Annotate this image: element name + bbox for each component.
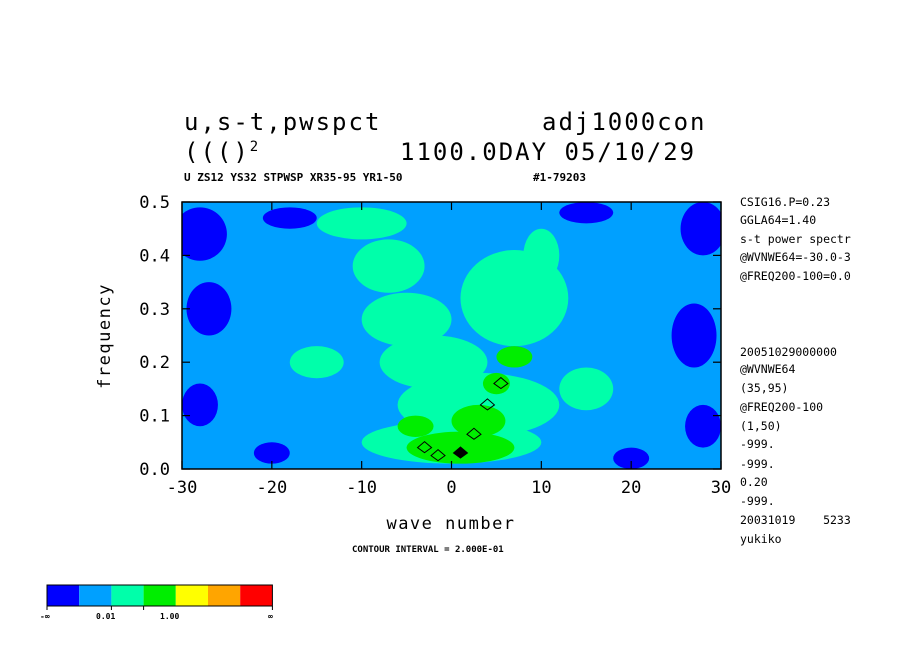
legend-swatch bbox=[208, 585, 241, 606]
chart-subtitle: ((()2 bbox=[184, 140, 260, 164]
color-legend bbox=[46, 584, 273, 610]
contour-line bbox=[466, 427, 482, 440]
side-info-line: @WVNWE64 bbox=[740, 362, 796, 376]
y-tick-label: 0.0 bbox=[139, 460, 170, 480]
x-tick-label: -20 bbox=[256, 478, 287, 498]
low-power-region bbox=[262, 207, 317, 229]
high-power-region bbox=[451, 404, 506, 437]
contour-lines bbox=[416, 376, 509, 462]
legend-swatch bbox=[79, 585, 112, 606]
legend-swatch bbox=[240, 585, 273, 606]
low-power-region bbox=[559, 202, 614, 224]
mid-power-region bbox=[361, 292, 452, 347]
contour-line bbox=[416, 440, 433, 454]
model-date: 1100.0DAY 05/10/29 bbox=[400, 138, 697, 166]
side-info-line: (1,50) bbox=[740, 419, 782, 433]
y-tick-label: 0.3 bbox=[139, 300, 170, 320]
subtitle-exponent: 2 bbox=[249, 139, 261, 155]
side-info-line: -999. bbox=[740, 457, 775, 471]
side-info-line: @WVNWE64=-30.0-3 bbox=[740, 250, 851, 264]
side-info-line: @FREQ200-100 bbox=[740, 400, 824, 414]
side-info-line: 20031019 5233 bbox=[740, 513, 851, 527]
legend-label: -∞ bbox=[40, 612, 50, 621]
x-tick-label: 30 bbox=[711, 478, 731, 498]
low-power-region bbox=[685, 404, 721, 448]
mid-power-region bbox=[316, 207, 407, 240]
low-power-region bbox=[671, 303, 717, 368]
low-power-region bbox=[182, 383, 218, 427]
y-axis: 0.0 0.1 0.2 0.3 0.4 0.5 bbox=[139, 193, 721, 480]
legend-swatch bbox=[47, 585, 80, 606]
low-power-region bbox=[613, 447, 650, 469]
side-info-line: -999. bbox=[740, 437, 775, 451]
mid-power-region bbox=[352, 239, 425, 293]
y-tick-label: 0.2 bbox=[139, 353, 170, 373]
low-power-region bbox=[182, 207, 227, 261]
x-tick-label: -30 bbox=[167, 478, 198, 498]
x-axis-label: wave number bbox=[386, 514, 515, 534]
x-axis: -30 -20 -10 0 10 20 30 bbox=[167, 202, 731, 498]
heatmap-regions bbox=[182, 202, 721, 469]
y-axis-label: frequency bbox=[95, 283, 115, 389]
y-tick-label: 0.1 bbox=[139, 407, 170, 427]
side-info-line: @FREQ200-100=0.0 bbox=[740, 269, 851, 283]
legend-swatch bbox=[111, 585, 144, 606]
legend-label: ∞ bbox=[268, 612, 273, 621]
high-power-region bbox=[496, 346, 533, 368]
mid-power-region bbox=[523, 228, 560, 283]
side-info-line: 20051029000000 bbox=[740, 345, 837, 359]
mid-power-region bbox=[289, 346, 344, 379]
low-power-region bbox=[186, 282, 232, 336]
side-info-line: (35,95) bbox=[740, 381, 789, 395]
legend-swatch bbox=[175, 585, 208, 606]
subtitle-formula: ((() bbox=[184, 138, 250, 166]
meta-id: #1-79203 bbox=[533, 171, 586, 184]
run-name: adj1000con bbox=[542, 108, 707, 136]
legend-label: 0.01 bbox=[96, 612, 116, 621]
high-power-region bbox=[397, 415, 434, 437]
contour-interval: CONTOUR INTERVAL = 2.000E-01 bbox=[352, 545, 504, 555]
low-power-region bbox=[680, 202, 721, 256]
legend-label: 1.00 bbox=[160, 612, 180, 621]
contour-line bbox=[479, 398, 496, 411]
y-tick-label: 0.5 bbox=[139, 193, 170, 213]
high-power-region bbox=[482, 372, 510, 395]
mid-power-region bbox=[559, 367, 614, 411]
side-info-line: CSIG16.P=0.23 bbox=[740, 195, 831, 209]
contour-line bbox=[430, 448, 446, 462]
x-tick-label: 10 bbox=[531, 478, 551, 498]
side-info-line: yukiko bbox=[740, 532, 782, 546]
legend-swatch bbox=[143, 585, 176, 606]
contour-line bbox=[452, 446, 469, 459]
y-tick-label: 0.4 bbox=[139, 246, 170, 266]
x-tick-label: 0 bbox=[446, 478, 456, 498]
chart-title: u,s-t,pwspct bbox=[184, 108, 382, 136]
side-info-line: s-t power spectr bbox=[740, 232, 851, 246]
meta-line: U ZS12 YS32 STPWSP XR35-95 YR1-50 bbox=[184, 171, 403, 184]
low-power-region bbox=[253, 442, 290, 464]
legend-frame bbox=[46, 584, 273, 607]
x-tick-label: 20 bbox=[621, 478, 641, 498]
x-tick-label: -10 bbox=[346, 478, 377, 498]
side-info-line: -999. bbox=[740, 494, 775, 508]
side-info-line: 0.20 bbox=[740, 475, 768, 489]
side-info-line: GGLA64=1.40 bbox=[740, 213, 817, 227]
contour-line bbox=[493, 376, 509, 390]
